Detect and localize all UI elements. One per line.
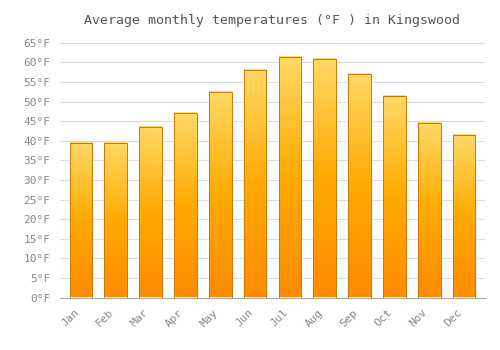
Bar — [278, 57, 301, 298]
Bar — [244, 70, 266, 298]
Bar — [70, 143, 92, 298]
Bar — [140, 127, 162, 298]
Bar — [383, 96, 406, 298]
Bar — [348, 74, 371, 298]
Bar — [209, 92, 232, 298]
Bar — [174, 113, 197, 298]
Bar — [314, 58, 336, 298]
Bar — [418, 123, 440, 298]
Bar — [104, 143, 127, 298]
Title: Average monthly temperatures (°F ) in Kingswood: Average monthly temperatures (°F ) in Ki… — [84, 14, 460, 27]
Bar — [453, 135, 475, 298]
